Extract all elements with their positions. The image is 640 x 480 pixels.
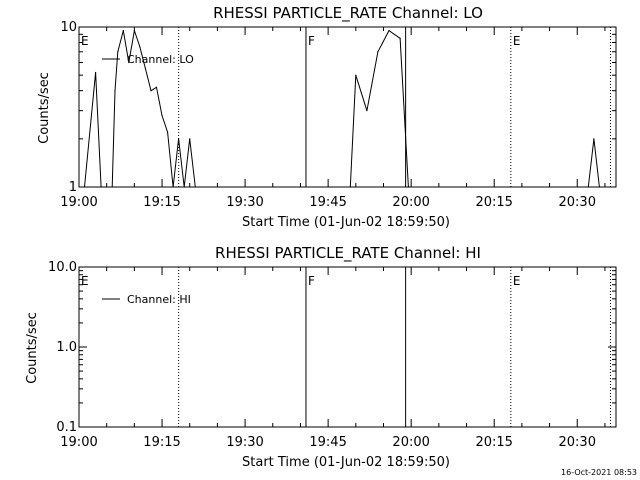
x-tick-label: 19:15 [143,195,180,210]
data-point [388,29,390,32]
legend-label: Channel: LO [127,53,194,66]
y-tick-label: 1.0 [56,340,77,355]
x-tick-label: 20:30 [559,435,596,450]
data-point [178,138,180,140]
plot-frame [78,26,617,188]
y-axis-label: Counts/sec [37,72,52,144]
chart-title: RHESSI PARTICLE_RATE Channel: HI [215,244,481,263]
data-point [114,90,116,92]
data-point [587,186,589,188]
data-point [100,186,102,188]
footer-timestamp: 16-Oct-2021 08:53 [561,468,637,477]
plot-frame [78,266,617,428]
x-tick-label: 19:45 [309,435,346,450]
event-marker-label: E [513,34,521,48]
event-marker-label: E [81,34,89,48]
data-point [166,131,169,133]
y-tick-label: 0.1 [56,420,77,435]
y-tick-label: 1 [69,180,77,195]
event-marker-label: E [513,274,521,288]
data-point [161,114,163,117]
series-line [84,29,600,188]
data-point [598,186,600,188]
x-tick-label: 20:00 [392,195,429,210]
x-tick-label: 19:30 [226,435,263,450]
data-point [155,86,158,88]
data-point [349,186,351,188]
x-tick-label: 20:00 [392,435,429,450]
data-point [139,46,141,48]
x-tick-label: 19:00 [60,435,97,450]
event-marker-label: E [81,274,89,288]
x-tick-label: 19:45 [309,195,346,210]
data-point [172,186,174,188]
data-point [150,90,152,92]
data-point [407,186,409,188]
data-point [194,186,196,188]
data-point [144,67,147,70]
data-point [355,74,357,76]
x-tick-label: 20:15 [475,195,512,210]
x-tick-label: 19:15 [143,435,180,450]
event-marker-label: F [308,34,315,48]
legend-label: Channel: HI [127,293,191,306]
y-tick-label: 10 [60,20,77,35]
y-tick-label: 10.0 [48,260,77,275]
x-tick-label: 20:30 [559,195,596,210]
panel-lo-channel: RHESSI PARTICLE_RATE Channel: LO Start T… [37,4,617,230]
data-point [128,61,130,64]
data-point [366,110,368,112]
data-point [95,71,97,74]
data-point [111,186,113,188]
data-point [183,186,185,188]
x-axis-label: Start Time (01-Jun-02 18:59:50) [242,455,450,470]
x-tick-label: 19:00 [60,195,97,210]
data-point [189,138,191,140]
data-point [133,29,135,32]
chart-title: RHESSI PARTICLE_RATE Channel: LO [213,4,483,23]
data-point [117,51,119,53]
y-axis-label: Counts/sec [25,312,40,384]
x-tick-label: 19:30 [226,195,263,210]
x-tick-label: 20:15 [475,435,512,450]
data-point [377,51,379,53]
data-point [122,29,124,32]
data-point [399,37,401,39]
data-point [83,186,86,188]
event-marker-label: F [308,274,315,288]
data-point [593,138,595,140]
panel-hi-channel: RHESSI PARTICLE_RATE Channel: HI Start T… [25,244,617,470]
x-axis-label: Start Time (01-Jun-02 18:59:50) [242,215,450,230]
